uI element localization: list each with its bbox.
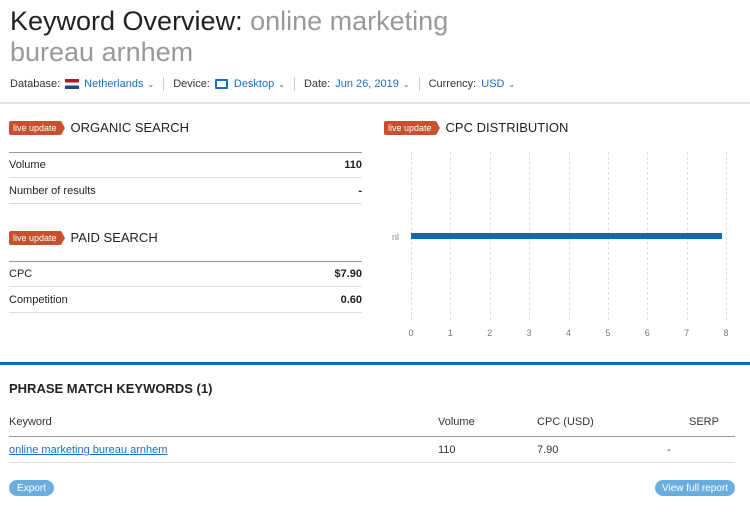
- desktop-icon: [214, 79, 228, 89]
- organic-row-volume: Volume 110: [9, 152, 362, 178]
- row-serp: -: [667, 444, 671, 456]
- x-tick-label: 7: [684, 328, 690, 338]
- device-select[interactable]: Desktop ⌄: [214, 78, 285, 90]
- column-header-keyword: Keyword: [9, 416, 52, 428]
- organic-search-heading: live update ORGANIC SEARCH: [9, 120, 189, 135]
- divider: [0, 102, 750, 104]
- live-update-badge: live update: [384, 120, 440, 135]
- x-tick-label: 0: [408, 328, 414, 338]
- x-tick-label: 1: [447, 328, 453, 338]
- currency-select[interactable]: USD ⌄: [481, 78, 516, 90]
- cpc-distribution-heading: live update CPC DISTRIBUTION: [384, 120, 568, 135]
- x-tick-label: 2: [487, 328, 493, 338]
- gridline: [726, 152, 727, 320]
- bar-nl: [411, 233, 723, 239]
- x-tick-label: 3: [526, 328, 532, 338]
- live-update-badge: live update: [9, 120, 65, 135]
- page-title: Keyword Overview: online marketing burea…: [10, 6, 449, 67]
- x-tick-label: 6: [644, 328, 650, 338]
- x-tick-label: 5: [605, 328, 611, 338]
- chevron-down-icon: ⌄: [402, 79, 410, 89]
- export-button[interactable]: Export: [9, 480, 54, 496]
- view-full-report-button[interactable]: View full report: [655, 480, 735, 496]
- keyword-link[interactable]: online marketing bureau arnhem: [9, 444, 168, 456]
- chevron-down-icon: ⌄: [508, 79, 516, 89]
- x-tick-label: 4: [565, 328, 571, 338]
- paid-row-competition: Competition 0.60: [9, 287, 362, 313]
- x-tick-label: 8: [723, 328, 729, 338]
- phrase-match-title: PHRASE MATCH KEYWORDS (1): [9, 381, 213, 396]
- date-select[interactable]: Jun 26, 2019 ⌄: [335, 78, 410, 90]
- column-header-cpc: CPC (USD): [537, 416, 594, 428]
- paid-search-heading: live update PAID SEARCH: [9, 230, 158, 245]
- paid-row-cpc: CPC $7.90: [9, 261, 362, 287]
- netherlands-flag-icon: [65, 79, 80, 89]
- column-header-serp: SERP: [689, 416, 719, 428]
- filters-bar: Database: Netherlands ⌄ Device: Desktop ⌄ …: [10, 77, 516, 91]
- row-volume: 110: [438, 444, 456, 456]
- column-header-volume: Volume: [438, 416, 475, 428]
- chevron-down-icon: ⌄: [278, 79, 285, 89]
- y-category-label: nl: [391, 232, 399, 242]
- row-cpc: 7.90: [537, 444, 559, 456]
- database-select[interactable]: Netherlands ⌄: [65, 78, 154, 90]
- keyword: online marketing bureau arnhem: [10, 6, 449, 67]
- live-update-badge: live update: [9, 230, 65, 245]
- chevron-down-icon: ⌄: [147, 79, 155, 89]
- organic-row-results: Number of results -: [9, 178, 362, 204]
- section-divider: [0, 362, 750, 365]
